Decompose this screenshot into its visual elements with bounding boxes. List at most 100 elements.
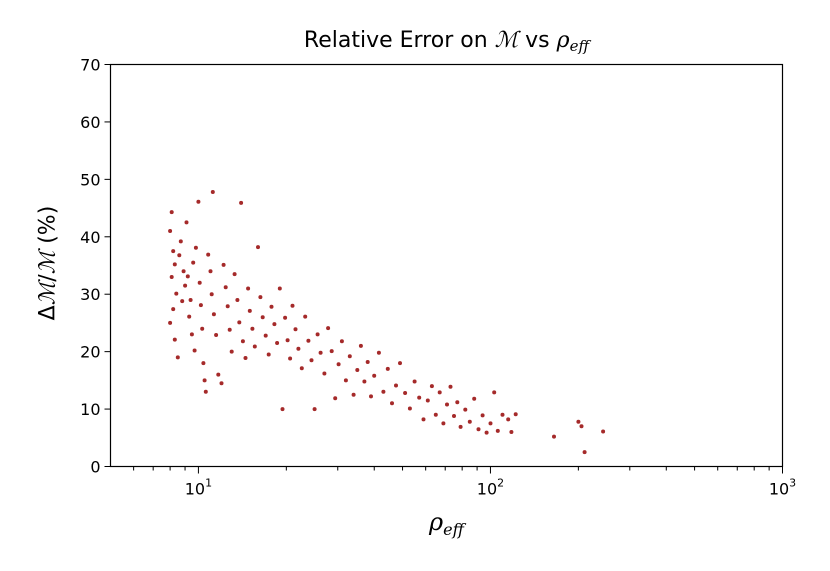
data-point [433, 412, 438, 417]
data-point [206, 252, 211, 257]
data-point [171, 307, 176, 312]
data-point [452, 414, 456, 418]
data-point [188, 298, 193, 302]
data-point [237, 320, 242, 325]
data-point [240, 339, 245, 344]
data-point [246, 286, 251, 291]
data-point [552, 434, 556, 439]
y-tick-label: 70 [80, 56, 100, 75]
data-point [362, 379, 367, 384]
data-point [172, 337, 177, 342]
data-point [495, 428, 500, 433]
data-point [181, 269, 186, 274]
x-axis-label: ρeff [429, 508, 464, 539]
data-point [437, 390, 442, 395]
data-point [322, 371, 327, 376]
data-point [355, 368, 360, 372]
data-point [180, 299, 185, 304]
data-point [488, 421, 493, 426]
data-point [275, 341, 280, 345]
data-point [211, 312, 216, 317]
data-point [333, 396, 338, 401]
data-point [221, 262, 226, 267]
data-point [198, 303, 203, 308]
data-point [193, 245, 198, 250]
data-point [229, 349, 234, 354]
x-tick-label: 102 [477, 477, 504, 499]
data-point [169, 210, 174, 215]
data-point [326, 326, 331, 331]
ticks-layer: 0 10 20 30 40 50 60 70 101 102 103 [80, 56, 796, 499]
data-point [492, 390, 497, 395]
data-point [168, 320, 173, 325]
data-point [376, 350, 381, 355]
data-point [601, 429, 606, 434]
plot-frame [109, 63, 784, 468]
data-point [421, 417, 426, 422]
data-point [258, 295, 263, 300]
data-point [403, 391, 408, 395]
data-point [398, 361, 402, 366]
data-point [582, 450, 587, 455]
y-tick-label: 10 [80, 400, 100, 419]
data-point [208, 269, 213, 274]
data-point [417, 395, 422, 400]
data-point [191, 260, 196, 265]
data-point [243, 356, 248, 360]
data-point [197, 280, 202, 285]
y-axis-label: Δℳ/ℳ (%) [35, 205, 61, 321]
data-point [463, 407, 468, 412]
data-point [203, 389, 208, 394]
y-tick-label: 50 [80, 170, 100, 189]
data-point [175, 355, 180, 360]
data-point [467, 419, 472, 424]
data-point [227, 327, 232, 332]
data-point [250, 326, 255, 331]
data-point [299, 366, 304, 371]
data-point [247, 308, 252, 313]
data-point [177, 253, 182, 258]
chart-title: Relative Error on ℳ vs ρeff [303, 28, 590, 55]
data-point [171, 249, 176, 254]
data-point [256, 245, 260, 250]
data-point [445, 402, 449, 407]
data-point [315, 332, 320, 337]
data-point [476, 427, 481, 432]
y-tick-label: 60 [80, 113, 100, 132]
data-point [372, 373, 377, 378]
data-point [189, 332, 194, 337]
data-point [223, 285, 228, 290]
data-point [579, 424, 584, 429]
data-point [369, 394, 373, 399]
data-point [283, 315, 288, 320]
data-point [219, 381, 224, 386]
data-point [260, 315, 265, 320]
y-tick-label: 40 [80, 228, 100, 247]
data-point [339, 339, 344, 344]
data-point [239, 200, 244, 205]
data-point [351, 392, 356, 397]
data-point [455, 400, 460, 405]
data-point [509, 430, 514, 434]
data-point [214, 333, 219, 337]
data-point [209, 292, 214, 297]
data-point [381, 389, 386, 394]
data-point [196, 199, 201, 204]
data-point [272, 322, 277, 327]
data-point [200, 326, 205, 331]
data-point [288, 356, 293, 361]
data-point [184, 220, 189, 225]
data-point [318, 350, 323, 355]
data-point [187, 314, 192, 319]
data-point [312, 407, 317, 412]
data-point [480, 413, 485, 418]
data-point [385, 366, 390, 371]
data-point [225, 304, 230, 309]
data-point [425, 398, 430, 403]
data-point [269, 304, 274, 309]
y-tick-label: 0 [90, 458, 100, 477]
data-point [252, 344, 257, 349]
data-point [263, 333, 268, 338]
data-point [441, 421, 446, 426]
